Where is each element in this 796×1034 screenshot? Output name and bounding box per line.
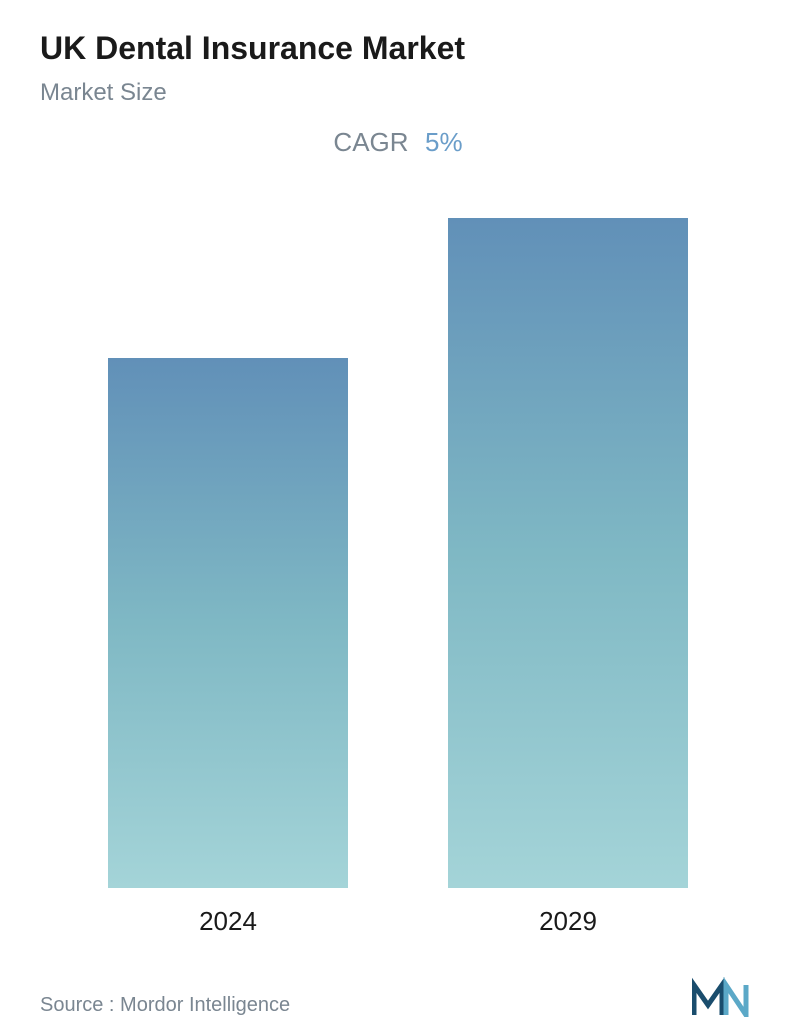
bar-1 (448, 218, 688, 888)
bar-group-1: 2029 (448, 218, 688, 937)
bar-0 (108, 358, 348, 888)
bar-label-0: 2024 (199, 906, 257, 937)
bar-label-1: 2029 (539, 906, 597, 937)
chart-plot-area: 2024 2029 (40, 178, 756, 957)
bar-group-0: 2024 (108, 358, 348, 937)
chart-subtitle: Market Size (40, 79, 756, 107)
chart-footer: Source : Mordor Intelligence (40, 957, 756, 1027)
mordor-logo-icon (692, 977, 756, 1017)
chart-title: UK Dental Insurance Market (40, 30, 756, 67)
source-attribution: Source : Mordor Intelligence (40, 994, 290, 1017)
cagr-label: CAGR (333, 127, 408, 157)
chart-container: UK Dental Insurance Market Market Size C… (0, 0, 796, 1034)
cagr-value: 5% (425, 127, 463, 157)
cagr-row: CAGR 5% (40, 127, 756, 158)
